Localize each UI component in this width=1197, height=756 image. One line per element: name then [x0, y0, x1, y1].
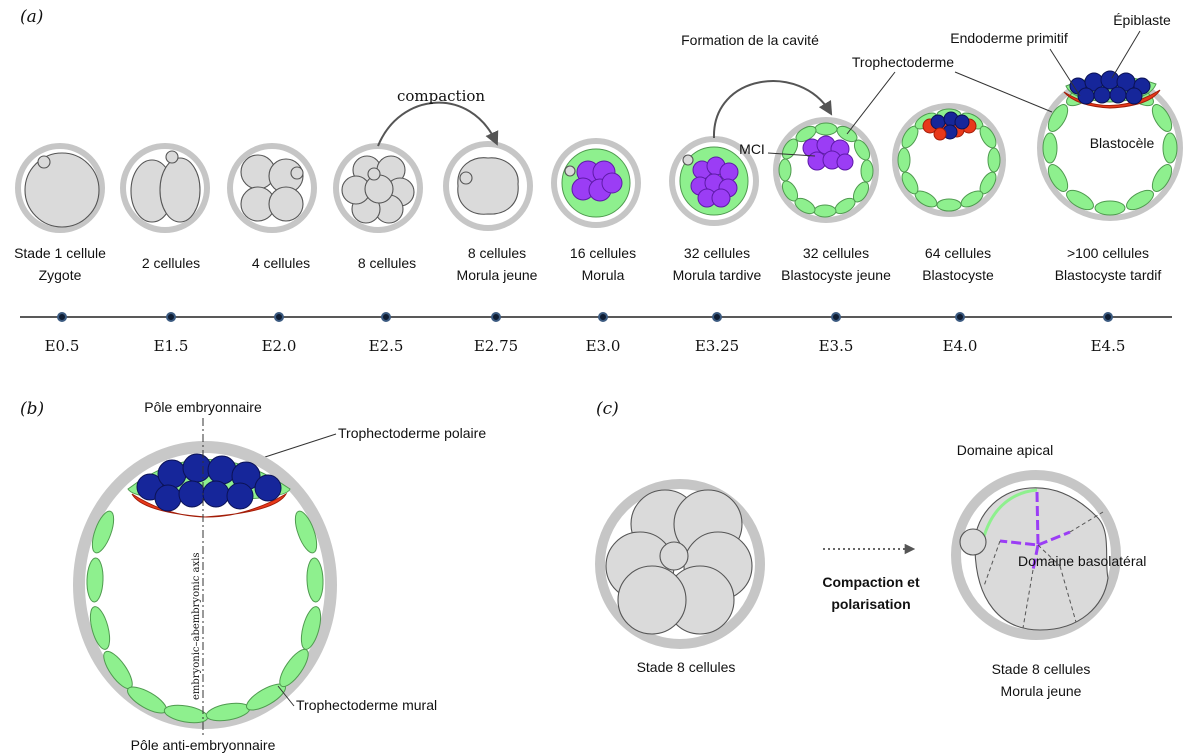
time-label: E3.25: [695, 337, 739, 355]
trophectoderme-leader: [846, 71, 896, 135]
embryo-16-cells: [551, 138, 641, 228]
compaction-label: compaction: [397, 87, 485, 105]
stage-5-line2: Morula jeune: [457, 267, 538, 283]
arrow-label-line2: polarisation: [831, 596, 910, 612]
panel-label-c: (c): [596, 399, 619, 419]
time-label: E3.5: [819, 337, 854, 355]
time-label: E2.5: [369, 337, 404, 355]
compaction-arrow: [377, 101, 499, 147]
timeline-dot: [491, 312, 501, 322]
embryo-4-cells: [227, 143, 317, 233]
basolateral-label: Domaine basolatéral: [1018, 553, 1146, 569]
stage-10-line1: >100 cellules: [1067, 245, 1149, 261]
panel-a: compaction Formation de la cavité MCI Tr…: [14, 12, 1183, 355]
pole-anti-label: Pôle anti-embryonnaire: [131, 737, 276, 753]
time-label: E0.5: [45, 337, 80, 355]
embryo-late-blastocyst: [1037, 70, 1183, 221]
panel-b: Pôle embryonnaire Trophectoderme polaire: [73, 399, 486, 753]
stage-1-line1: Stade 1 cellule: [14, 245, 106, 261]
time-label: E4.0: [943, 337, 978, 355]
stage-3-line1: 4 cellules: [252, 255, 310, 271]
stage-4-line1: 8 cellules: [358, 255, 416, 271]
epiblaste-label: Épiblaste: [1113, 12, 1171, 28]
panel-label-a: (a): [20, 7, 43, 27]
stage-8-line1: 32 cellules: [803, 245, 869, 261]
time-label: E2.75: [474, 337, 518, 355]
stage-1-line2: Zygote: [39, 267, 82, 283]
timeline-dot: [955, 312, 965, 322]
embryo-blastocyst: [892, 103, 1006, 217]
mci-label: MCI: [739, 141, 765, 157]
embryo-early-blastocyst: [773, 117, 879, 223]
stage-6-line2: Morula: [582, 267, 625, 283]
stage-2-line1: 2 cellules: [142, 255, 200, 271]
timeline-dot: [274, 312, 284, 322]
trophectoderme-leader-2: [954, 71, 1053, 113]
stage-10-line2: Blastocyste tardif: [1055, 267, 1162, 283]
embryo-zygote: [15, 143, 105, 233]
embryo-8-cells-large: [595, 479, 765, 649]
epiblast-cells: [136, 453, 282, 512]
stage-5-line1: 8 cellules: [468, 245, 526, 261]
timeline-dot: [598, 312, 608, 322]
embryo-8-cells: [333, 143, 423, 233]
endoderme-label: Endoderme primitif: [950, 30, 1068, 46]
axis-label: embryonic–abembryonic axis: [191, 553, 202, 700]
stage-9-line1: 64 cellules: [925, 245, 991, 261]
stage-labels: Stade 1 cellule Zygote 2 cellules 4 cell…: [14, 245, 1161, 283]
blastocoele-label: Blastocèle: [1090, 135, 1155, 151]
troph-polaire-leader: [261, 433, 337, 459]
mural-trophectoderm: [86, 510, 324, 724]
time-label: E1.5: [154, 337, 189, 355]
timeline-dot: [1103, 312, 1113, 322]
troph-mural-leader: [277, 685, 295, 707]
embryo-8-cells-compacted: [443, 141, 533, 231]
mci-leader: [767, 152, 816, 157]
time-label: E3.0: [586, 337, 621, 355]
apical-domain-line: [981, 488, 1038, 541]
stage-7-line2: Morula tardive: [673, 267, 762, 283]
stage-7-line1: 32 cellules: [684, 245, 750, 261]
cavity-arrow: [712, 80, 833, 139]
apical-label: Domaine apical: [957, 442, 1054, 458]
arrow-label-line1: Compaction et: [822, 574, 920, 590]
time-label: E4.5: [1091, 337, 1126, 355]
panel-label-b: (b): [20, 399, 44, 419]
epiblaste-leader: [1111, 30, 1141, 79]
timeline-dot: [831, 312, 841, 322]
panel-c: Stade 8 cellules Compaction et polarisat…: [595, 442, 1146, 699]
timeline-dot: [381, 312, 391, 322]
stage-9-line2: Blastocyste: [922, 267, 994, 283]
cell-boundaries: [983, 511, 1104, 629]
endoderme-leader: [1049, 48, 1081, 97]
troph-mural-label: Trophectoderme mural: [296, 697, 437, 713]
stage-6-line1: 16 cellules: [570, 245, 636, 261]
timeline-dot: [166, 312, 176, 322]
timeline-points: [57, 312, 1113, 322]
c-left-label: Stade 8 cellules: [637, 659, 736, 675]
embryo-2-cells: [120, 143, 210, 233]
time-label: E2.0: [262, 337, 297, 355]
timeline-labels: E0.5 E1.5 E2.0 E2.5 E2.75 E3.0 E3.25 E3.…: [45, 337, 1126, 355]
troph-polaire-label: Trophectoderme polaire: [338, 425, 486, 441]
trophectoderme-label: Trophectoderme: [852, 54, 954, 70]
timeline-dot: [57, 312, 67, 322]
embryo-32-cells-morula: [669, 136, 759, 226]
cavity-label: Formation de la cavité: [681, 32, 819, 48]
primitive-endoderm: [131, 492, 288, 518]
embryo-8-cells-polarized: [951, 470, 1121, 640]
pole-embryo-label: Pôle embryonnaire: [144, 399, 262, 415]
c-right-line1: Stade 8 cellules: [992, 661, 1091, 677]
timeline-dot: [712, 312, 722, 322]
zona-pellucida: [73, 441, 337, 729]
c-right-line2: Morula jeune: [1001, 683, 1082, 699]
stage-8-line2: Blastocyste jeune: [781, 267, 891, 283]
